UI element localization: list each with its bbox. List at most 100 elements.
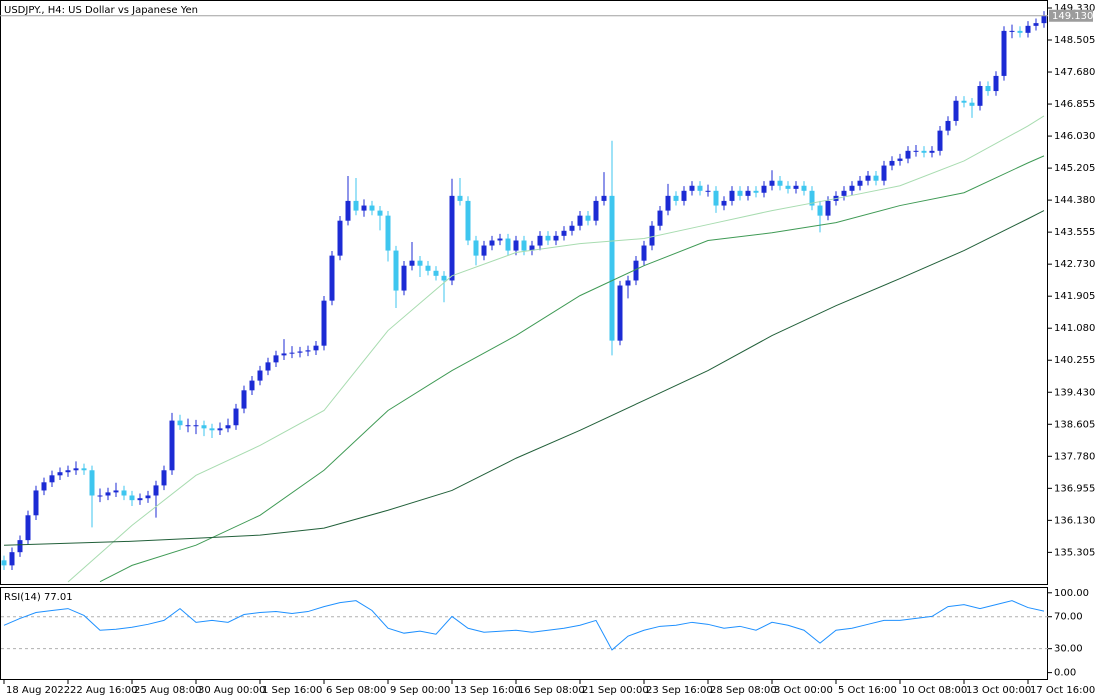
rsi-panel <box>0 587 1048 680</box>
y-tick-label: 147.680 <box>1054 67 1095 78</box>
x-tick-label: 21 Sep 00:00 <box>582 685 649 696</box>
candle-body <box>953 100 959 121</box>
candle-body <box>201 425 207 429</box>
candle-body <box>745 190 751 196</box>
candle-body <box>641 245 647 261</box>
candle-body <box>601 195 607 201</box>
candle-body <box>1033 23 1039 26</box>
indicator-line <box>3 600 1045 651</box>
candle-body <box>361 205 367 211</box>
last-price-box <box>1049 9 1093 22</box>
candle-body <box>465 200 471 241</box>
y-tick-label: 137.780 <box>1054 451 1095 462</box>
chart-title: RSI(14) 77.01 <box>4 592 73 603</box>
x-tick-label: 3 Oct 00:00 <box>774 685 833 696</box>
candle-body <box>969 102 975 106</box>
candle-body <box>89 470 95 496</box>
candle-body <box>289 352 295 354</box>
candle-body <box>97 495 103 497</box>
candle-body <box>281 353 287 356</box>
candle-body <box>321 300 327 346</box>
candle-body <box>889 160 895 166</box>
candle-body <box>801 185 807 191</box>
candle-body <box>961 100 967 103</box>
x-tick-label: 17 Oct 16:00 <box>1030 685 1095 696</box>
candle-body <box>481 245 487 256</box>
candle-body <box>769 180 775 186</box>
candle-body <box>553 235 559 241</box>
candle-body <box>1017 30 1023 33</box>
candle-body <box>345 200 351 221</box>
candle-body <box>529 245 535 251</box>
price-panel <box>0 0 1048 585</box>
candle-body <box>777 180 783 186</box>
candle-body <box>9 552 15 566</box>
candle-body <box>585 215 591 221</box>
candle-body <box>657 210 663 226</box>
candle-body <box>105 492 111 496</box>
candle-body <box>337 220 343 256</box>
candle-body <box>857 180 863 186</box>
candle-body <box>673 195 679 201</box>
candle-body <box>929 150 935 153</box>
candle-body <box>761 185 767 193</box>
candle-body <box>625 280 631 286</box>
x-tick-label: 30 Aug 00:00 <box>198 685 265 696</box>
candle-body <box>177 420 183 426</box>
candle-body <box>209 428 215 431</box>
candle-body <box>545 235 551 241</box>
candle-body <box>137 498 143 501</box>
candle-body <box>705 190 711 192</box>
x-tick-label: 1 Sep 16:00 <box>262 685 322 696</box>
candle-body <box>897 158 903 161</box>
y-tick-label: 100.00 <box>1054 588 1089 599</box>
y-tick-label: 144.380 <box>1054 195 1095 206</box>
candle-body <box>513 240 519 251</box>
candle-body <box>665 195 671 211</box>
x-tick-label: 18 Aug 2022 <box>6 685 70 696</box>
indicator-line <box>3 210 1045 546</box>
candle-body <box>185 425 191 427</box>
candle-body <box>785 185 791 189</box>
candle-body <box>697 185 703 191</box>
candle-body <box>1001 30 1007 76</box>
y-tick-label: 148.505 <box>1054 35 1095 46</box>
candle-body <box>41 482 47 491</box>
indicator-line <box>99 155 1045 583</box>
candle-body <box>265 362 271 371</box>
candle-body <box>993 75 999 92</box>
candle-body <box>217 428 223 431</box>
candle-body <box>649 225 655 246</box>
candle-body <box>881 165 887 181</box>
candle-body <box>729 190 735 201</box>
candle-body <box>905 150 911 159</box>
y-tick-label: 30.00 <box>1054 644 1083 655</box>
x-tick-label: 9 Sep 00:00 <box>390 685 450 696</box>
candle-body <box>369 205 375 211</box>
candle-body <box>257 370 263 381</box>
candle-body <box>737 190 743 196</box>
candle-body <box>593 200 599 221</box>
y-tick-label: 146.855 <box>1054 99 1095 110</box>
x-tick-label: 6 Sep 08:00 <box>326 685 386 696</box>
candle-body <box>921 150 927 153</box>
candle-body <box>913 150 919 152</box>
y-tick-label: 136.955 <box>1054 483 1095 494</box>
candle-body <box>873 175 879 181</box>
candle-body <box>1009 30 1015 32</box>
y-tick-label: 142.730 <box>1054 259 1095 270</box>
y-tick-label: 140.255 <box>1054 355 1095 366</box>
candle-body <box>193 425 199 427</box>
candle-body <box>577 215 583 226</box>
x-tick-label: 23 Sep 16:00 <box>646 685 713 696</box>
y-tick-label: 138.605 <box>1054 419 1095 430</box>
y-tick-label: 0.00 <box>1054 668 1076 679</box>
candle-body <box>433 270 439 276</box>
candle-body <box>1025 25 1031 33</box>
candle-body <box>841 190 847 196</box>
candle-body <box>161 470 167 486</box>
x-tick-label: 22 Aug 16:00 <box>70 685 137 696</box>
chart-title: USDJPY., H4: US Dollar vs Japanese Yen <box>4 5 198 16</box>
candle-body <box>249 380 255 391</box>
